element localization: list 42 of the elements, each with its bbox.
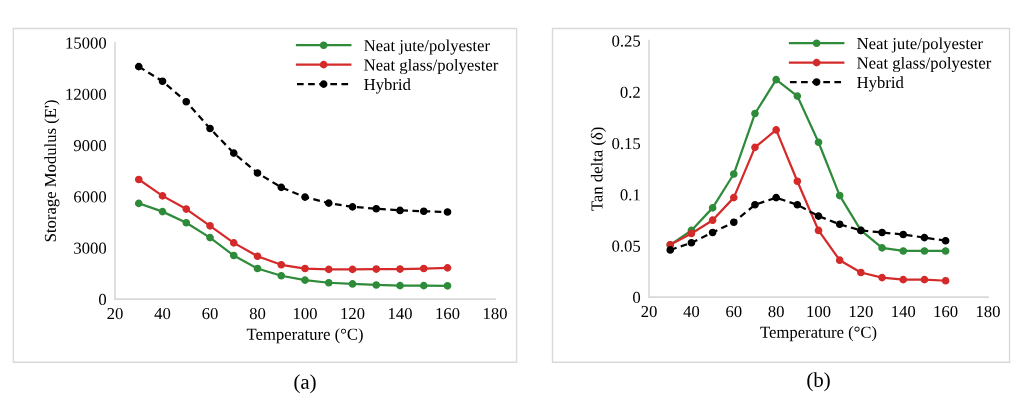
x-tick-label: 160 xyxy=(436,307,460,320)
legend-label: Neat glass/polyester xyxy=(857,56,992,73)
y-tick-label: 0.15 xyxy=(612,137,641,150)
y-tick-label: 0 xyxy=(633,291,641,304)
x-tick-label: 60 xyxy=(202,307,218,320)
x-tick-label: 180 xyxy=(483,307,507,320)
text: (a) xyxy=(294,374,316,394)
x-tick-label: 20 xyxy=(641,305,657,318)
y-tick-label: 0.25 xyxy=(612,35,641,47)
y-tick-label: 12000 xyxy=(66,88,107,100)
y-tick-label: 9000 xyxy=(73,140,107,152)
x-tick-label: 100 xyxy=(807,305,831,318)
x-tick-label: 40 xyxy=(683,305,700,318)
legend-label: Neat jute/polyester xyxy=(364,39,490,55)
y-tick-label: 0.2 xyxy=(620,86,640,98)
x-tick-label: 140 xyxy=(388,307,412,320)
x-tick-label: 100 xyxy=(293,307,317,320)
text: (b) xyxy=(807,372,830,392)
y-tick-label: 0 xyxy=(98,293,107,306)
y-tick-label: 0.05 xyxy=(612,240,641,252)
legend-label: Hybrid xyxy=(857,76,904,92)
y-tick-label: 15000 xyxy=(66,37,107,49)
x-tick-label: 140 xyxy=(892,305,916,318)
y-axis-title: Storage Modulus (E') xyxy=(44,100,60,242)
x-tick-label: 160 xyxy=(934,305,958,318)
y-axis-title: Tan delta (δ) xyxy=(590,127,607,211)
y-tick-label: 6000 xyxy=(74,191,107,203)
legend-label: Hybrid xyxy=(364,78,411,94)
x-tick-label: 120 xyxy=(849,305,873,318)
legend-label: Neat jute/polyester xyxy=(857,37,983,53)
x-tick-label: 40 xyxy=(154,307,171,320)
y-tick-label: 3000 xyxy=(74,242,107,254)
x-tick-label: 60 xyxy=(726,305,742,318)
legend-label: Neat glass/polyester xyxy=(364,58,499,75)
x-tick-label: 80 xyxy=(249,307,266,320)
x-tick-label: 20 xyxy=(107,307,123,320)
x-tick-label: 80 xyxy=(768,305,784,318)
x-tick-label: 180 xyxy=(976,305,1000,318)
x-axis-title: Temperature (°C) xyxy=(246,328,363,344)
y-tick-label: 0.1 xyxy=(620,189,640,201)
x-tick-label: 120 xyxy=(341,307,365,320)
x-axis-title: Temperature (°C) xyxy=(760,326,877,342)
